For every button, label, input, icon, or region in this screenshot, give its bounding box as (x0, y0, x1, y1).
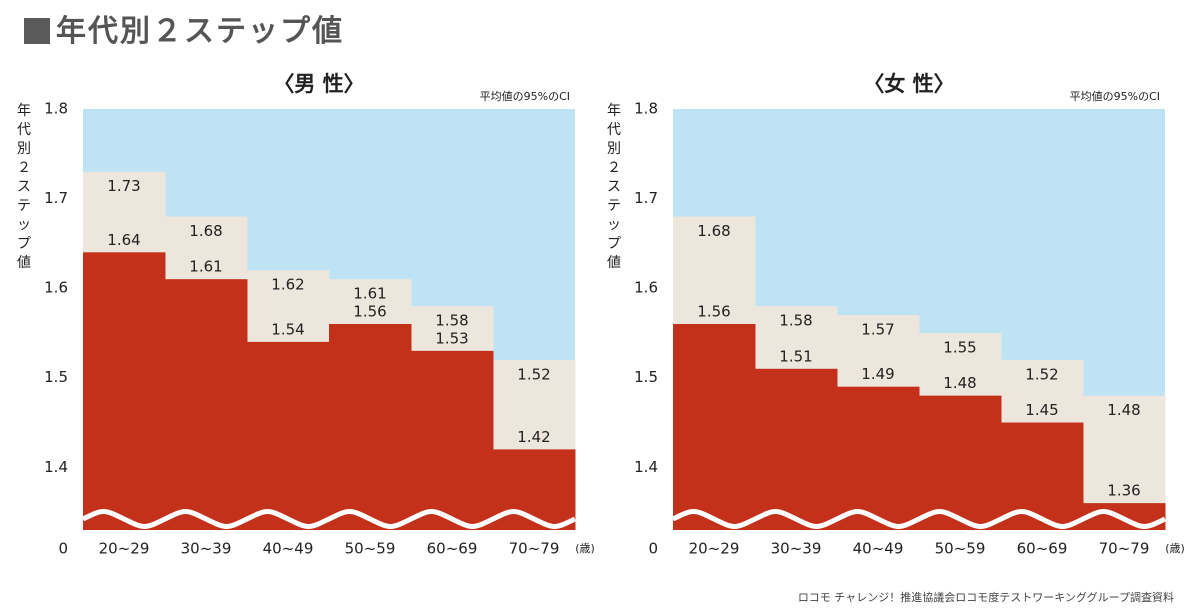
y-axis-label-char: プ (607, 236, 621, 252)
male-chart: 1.73 1.64 1.68 1.61 1.62 1.54 1.61 1.56 1.58 1.53… (10, 60, 600, 600)
y-axis-label-char: 代 (17, 122, 31, 138)
x-category-label: 20~29 (99, 540, 150, 558)
y-axis-label-char: テ (607, 198, 621, 214)
y-zero-label: 0 (648, 540, 658, 558)
upper-ci-label: 1.58 (435, 312, 468, 330)
y-axis-label-char: 別 (17, 141, 31, 157)
y-axis-label-char: ス (607, 179, 621, 195)
y-axis-label-char: ッ (17, 217, 31, 233)
x-category-label: 70~79 (509, 540, 560, 558)
mean-label: 1.61 (189, 258, 222, 276)
y-axis-label-char: 年 (17, 103, 31, 119)
x-category-label: 40~49 (263, 540, 314, 558)
page-title-text: 年代別２ステップ値 (56, 14, 344, 49)
y-tick-label: 1.8 (634, 100, 658, 118)
mean-bar (919, 395, 1002, 530)
y-axis-label-char: ッ (607, 217, 621, 233)
x-category-label: 30~39 (771, 540, 822, 558)
y-tick-label: 1.5 (44, 368, 68, 386)
y-tick-label: 1.8 (44, 100, 68, 118)
mean-label: 1.42 (517, 428, 550, 446)
y-axis-label: 年代別 ２ ステップ値 (17, 103, 31, 271)
y-axis-label-char: 代 (607, 122, 621, 138)
y-axis-label-char: ス (17, 179, 31, 195)
mean-label: 1.49 (861, 365, 894, 383)
mean-bar (247, 341, 330, 530)
x-category-label: 70~79 (1099, 540, 1150, 558)
chart-title: 〈女 性〉 (863, 72, 954, 96)
upper-ci-label: 1.55 (943, 338, 976, 356)
upper-ci-label: 1.58 (779, 312, 812, 330)
mean-label: 1.36 (1107, 482, 1140, 500)
mean-label: 1.51 (779, 347, 812, 365)
upper-ci-label: 1.68 (189, 222, 222, 240)
mean-bar (837, 386, 920, 530)
upper-ci-label: 1.61 (353, 285, 386, 303)
mean-bar (411, 350, 494, 530)
upper-ci-label: 1.52 (517, 365, 550, 383)
chart-svg: 1.681.561.581.511.571.491.551.48 1.521.45… (607, 72, 1185, 558)
mean-label: 1.54 (271, 320, 304, 338)
female-chart: 1.68 1.56 1.58 1.51 1.57 1.49 1.55 1.48 1.52 1.45… (600, 60, 1190, 600)
x-unit-label: (歳) (575, 542, 595, 555)
y-axis-label-char: テ (17, 198, 31, 214)
title-square-icon (24, 18, 50, 44)
ci-note: 平均値の95%のCI (480, 90, 570, 103)
upper-ci-label: 1.52 (1025, 365, 1058, 383)
mean-bar (673, 323, 756, 530)
y-tick-label: 1.4 (634, 458, 658, 476)
x-category-label: 40~49 (853, 540, 904, 558)
upper-ci-label: 1.57 (861, 321, 894, 339)
y-axis-label-char: 値 (607, 255, 621, 271)
y-tick-label: 1.6 (634, 279, 658, 297)
upper-ci-label: 1.62 (271, 276, 304, 294)
chart-title: 〈男 性〉 (273, 72, 364, 96)
y-tick-label: 1.5 (634, 368, 658, 386)
mean-label: 1.48 (943, 374, 976, 392)
mean-label: 1.56 (697, 302, 730, 320)
x-category-label: 50~59 (345, 540, 396, 558)
y-tick-label: 1.4 (44, 458, 68, 476)
x-category-label: 20~29 (689, 540, 740, 558)
y-zero-label: 0 (58, 540, 68, 558)
source-note: ロコモ チャレンジ！推進協議会ロコモ度テストワーキンググループ調査資料 (797, 591, 1174, 604)
mean-label: 1.64 (107, 231, 140, 249)
mean-bar (329, 323, 412, 530)
mean-bar (755, 368, 838, 530)
y-axis-label-char: ２ (17, 160, 31, 176)
y-axis-label: 年代別 ２ ステップ値 (607, 103, 621, 271)
x-category-label: 60~69 (427, 540, 478, 558)
mean-bar (165, 279, 248, 530)
y-axis-label-char: 年 (607, 103, 621, 119)
mean-bar (83, 252, 166, 530)
axis-break-wave (81, 509, 577, 529)
x-category-label: 50~59 (935, 540, 986, 558)
x-category-label: 60~69 (1017, 540, 1068, 558)
y-axis-label-char: プ (17, 236, 31, 252)
upper-ci-label: 1.48 (1107, 401, 1140, 419)
y-tick-label: 1.7 (634, 189, 658, 207)
page-title: 年代別２ステップ値 (24, 6, 344, 50)
mean-label: 1.53 (435, 329, 468, 347)
ci-note: 平均値の95%のCI (1070, 90, 1160, 103)
chart-svg: 1.731.64 1.681.611.621.541.611.561.581.53… (17, 72, 595, 558)
x-category-label: 30~39 (181, 540, 232, 558)
upper-ci-label: 1.73 (107, 177, 140, 195)
mean-label: 1.45 (1025, 401, 1058, 419)
y-axis-label-char: 値 (17, 255, 31, 271)
mean-label: 1.56 (353, 302, 386, 320)
x-unit-label: (歳) (1165, 542, 1185, 555)
y-axis-label-char: ２ (607, 160, 621, 176)
y-tick-label: 1.6 (44, 279, 68, 297)
y-tick-label: 1.7 (44, 189, 68, 207)
upper-ci-label: 1.68 (697, 222, 730, 240)
y-axis-label-char: 別 (607, 141, 621, 157)
axis-break-wave (671, 509, 1167, 529)
